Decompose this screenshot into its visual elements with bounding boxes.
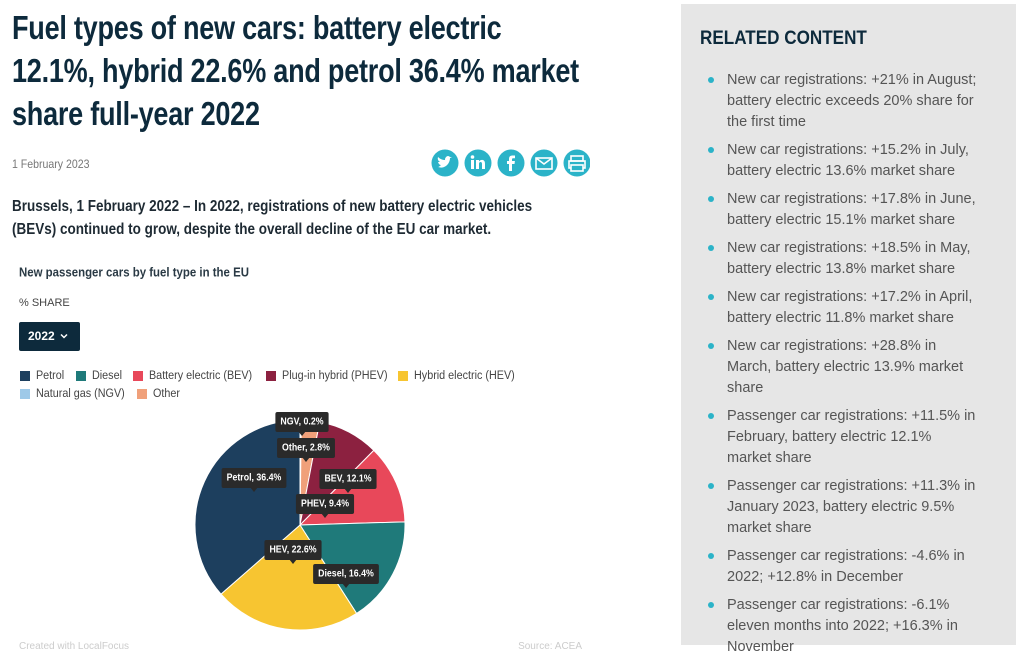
related-item[interactable]: New car registrations: +17.8% in June, b… <box>681 189 977 231</box>
data-label-text: Petrol, 36.4% <box>227 471 282 483</box>
data-label-box <box>295 494 355 514</box>
pie-slice <box>220 524 358 631</box>
article-lead: Brussels, 1 February 2022 – In 2022, reg… <box>12 198 533 238</box>
year-selector[interactable]: 2022 <box>19 322 80 351</box>
legend-label: Battery electric (BEV) <box>149 370 252 383</box>
data-label-pointer <box>302 457 310 462</box>
related-item[interactable]: Passenger car registrations: -4.6% in 20… <box>681 546 977 588</box>
data-label-text: HEV, 22.6% <box>269 543 317 555</box>
related-item[interactable]: New car registrations: +18.5% in May, ba… <box>681 238 977 280</box>
data-label-pointer <box>250 487 258 492</box>
data-label-text: PHEV, 9.4% <box>301 497 350 509</box>
data-label: NGV, 0.2% <box>275 412 329 436</box>
chart-source: Source: ACEA <box>518 641 582 651</box>
article-date: 1 February 2023 <box>12 157 90 171</box>
legend-swatch <box>20 371 30 381</box>
legend-swatch <box>266 371 276 381</box>
data-label-text: Diesel, 16.4% <box>318 567 374 579</box>
data-label-pointer <box>342 583 350 588</box>
data-label-box <box>275 412 329 432</box>
related-item[interactable]: Passenger car registrations: +11.3% in J… <box>681 476 977 539</box>
legend-label: Diesel <box>92 370 122 383</box>
legend-swatch <box>137 389 147 399</box>
legend-label: Natural gas (NGV) <box>36 388 125 401</box>
data-label: HEV, 22.6% <box>264 540 322 564</box>
data-label-text: Other, 2.8% <box>282 441 330 453</box>
legend-label: Petrol <box>36 370 64 383</box>
data-label: Other, 2.8% <box>277 438 335 462</box>
related-item[interactable]: New car registrations: +28.8% in March, … <box>681 336 977 399</box>
data-label: BEV, 12.1% <box>319 469 377 493</box>
sidebar: RELATED CONTENT New car registrations: +… <box>681 4 1016 651</box>
data-label-box <box>313 564 379 584</box>
related-item[interactable]: New car registrations: +15.2% in July, b… <box>681 140 977 182</box>
related-item[interactable]: New car registrations: +21% in August; b… <box>681 70 977 133</box>
legend-label: Hybrid electric (HEV) <box>414 370 515 383</box>
related-item[interactable]: New car registrations: +17.2% in April, … <box>681 287 977 329</box>
facebook-icon[interactable] <box>497 149 525 177</box>
twitter-icon[interactable] <box>431 149 459 177</box>
data-label: PHEV, 9.4% <box>295 494 355 518</box>
data-label-text: BEV, 12.1% <box>324 472 372 484</box>
linkedin-icon[interactable] <box>464 149 492 177</box>
chart: New passenger cars by fuel type in the E… <box>19 265 582 651</box>
data-label-pointer <box>344 488 352 493</box>
email-icon[interactable] <box>530 149 558 177</box>
data-label-pointer <box>289 559 297 564</box>
data-label-box <box>277 438 335 458</box>
data-label: Petrol, 36.4% <box>221 468 287 492</box>
legend-swatch <box>133 371 143 381</box>
sidebar-title: RELATED CONTENT <box>700 28 867 49</box>
chart-title: New passenger cars by fuel type in the E… <box>19 265 249 280</box>
chart-credit: Created with LocalFocus <box>19 641 129 651</box>
pie-slice <box>194 419 301 595</box>
related-list: New car registrations: +21% in August; b… <box>681 70 977 651</box>
legend-swatch <box>20 389 30 399</box>
legend-swatch <box>76 371 86 381</box>
data-label-box <box>264 540 322 560</box>
data-label-box <box>221 468 287 488</box>
legend-label: Plug-in hybrid (PHEV) <box>282 370 388 383</box>
data-label: Diesel, 16.4% <box>313 564 379 588</box>
data-label-text: NGV, 0.2% <box>280 415 324 427</box>
legend-swatch <box>398 371 408 381</box>
related-item[interactable]: Passenger car registrations: +11.5% in F… <box>681 406 977 469</box>
data-label-box <box>319 469 377 489</box>
legend-label: Other <box>153 388 180 401</box>
print-icon[interactable] <box>563 149 591 177</box>
data-label-pointer <box>321 513 329 518</box>
share-icons <box>431 149 591 177</box>
chart-subtitle: % SHARE <box>19 297 70 309</box>
article-title: Fuel types of new cars: battery electric… <box>12 9 579 132</box>
year-selector-label: 2022 <box>28 329 55 343</box>
related-item[interactable]: Passenger car registrations: -6.1% eleve… <box>681 595 977 651</box>
data-label-pointer <box>298 431 306 436</box>
